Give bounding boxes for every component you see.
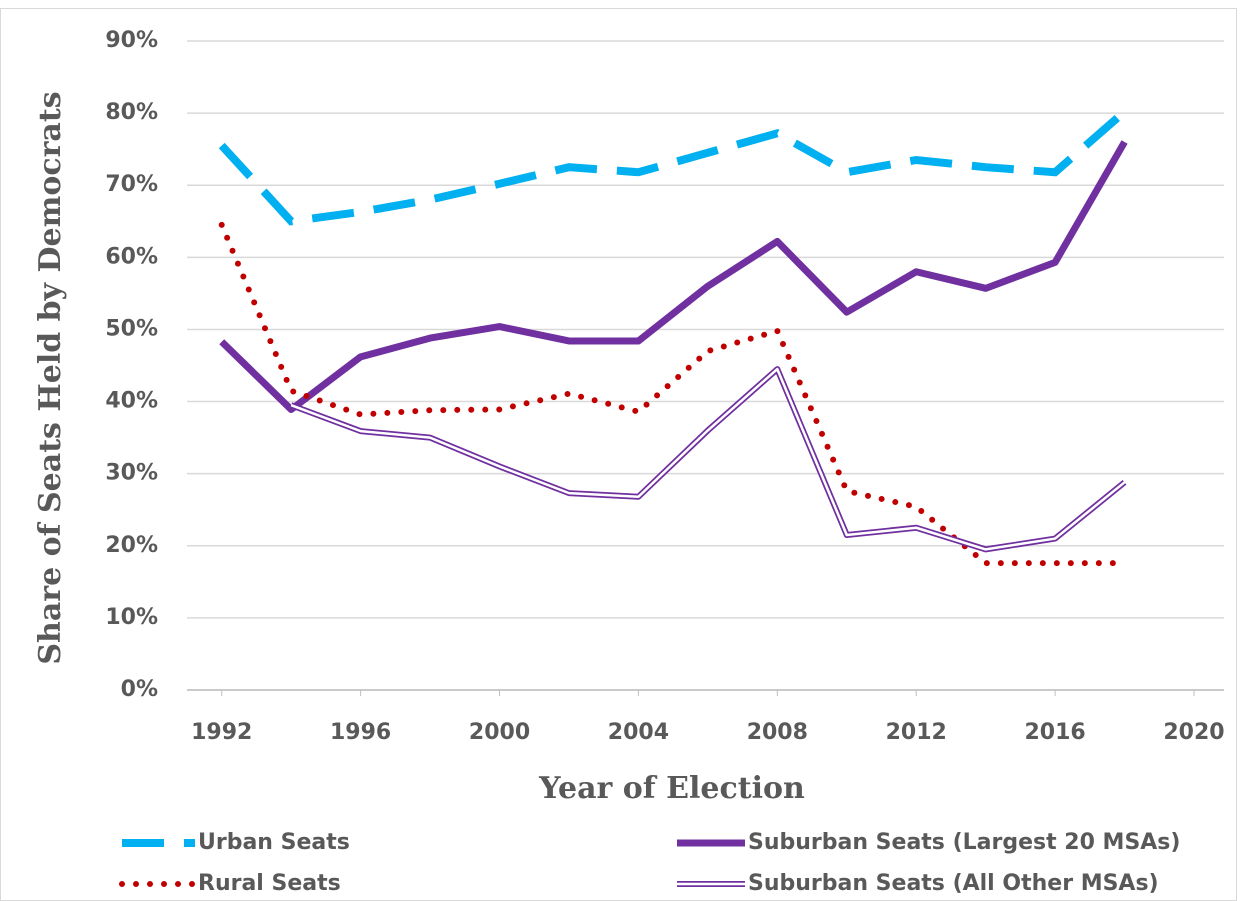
y-tick-label: 70% [105, 172, 158, 197]
x-tick-label: 2008 [747, 720, 808, 745]
y-tick-label: 20% [105, 533, 158, 558]
series-line-inner [290, 367, 1126, 551]
y-tick-label: 30% [105, 461, 158, 486]
x-tick-label: 1992 [191, 720, 252, 745]
y-tick-label: 40% [105, 389, 158, 414]
series-line [219, 140, 1128, 413]
legend-label: Rural Seats [198, 871, 341, 896]
legend-label: Suburban Seats (Largest 20 MSAs) [748, 830, 1180, 855]
y-tick-label: 50% [105, 316, 158, 341]
x-tick-label: 2020 [1163, 720, 1224, 745]
legend-label: Urban Seats [198, 830, 350, 855]
y-axis-title: Share of Seats Held by Democrats [33, 91, 68, 664]
y-tick-label: 0% [121, 677, 158, 702]
series-line [218, 108, 1128, 226]
series-line [218, 221, 1128, 567]
x-tick-label: 2000 [469, 720, 530, 745]
y-tick-label: 90% [105, 28, 158, 53]
x-tick-label: 2004 [608, 720, 669, 745]
chart-frame [0, 8, 1237, 901]
y-tick-label: 80% [105, 100, 158, 125]
legend-label: Suburban Seats (All Other MSAs) [748, 871, 1159, 896]
series-line [290, 366, 1127, 553]
x-axis-title: Year of Election [538, 771, 805, 806]
x-tick-label: 2012 [886, 720, 947, 745]
y-tick-label: 10% [105, 605, 158, 630]
x-tick-label: 2016 [1024, 720, 1085, 745]
x-tick-label: 1996 [330, 720, 391, 745]
y-tick-label: 60% [105, 244, 158, 269]
